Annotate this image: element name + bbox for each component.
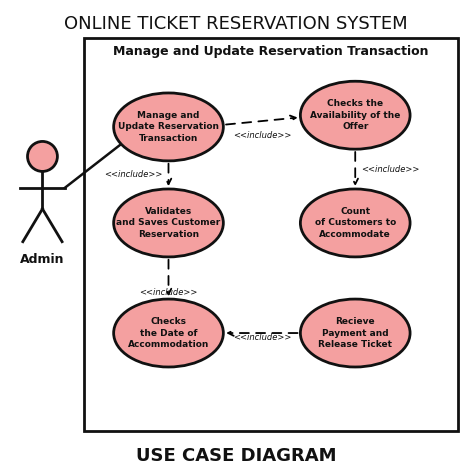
Ellipse shape bbox=[301, 81, 410, 149]
Text: <<include>>: <<include>> bbox=[139, 288, 198, 297]
Text: <<include>>: <<include>> bbox=[361, 164, 419, 173]
Text: Validates
and Saves Customer
Reservation: Validates and Saves Customer Reservation bbox=[117, 207, 220, 239]
Text: Count
of Customers to
Accommodate: Count of Customers to Accommodate bbox=[315, 207, 396, 239]
Text: USE CASE DIAGRAM: USE CASE DIAGRAM bbox=[136, 447, 337, 465]
Text: ONLINE TICKET RESERVATION SYSTEM: ONLINE TICKET RESERVATION SYSTEM bbox=[64, 15, 408, 33]
Text: Manage and Update Reservation Transaction: Manage and Update Reservation Transactio… bbox=[113, 46, 429, 58]
Text: Recieve
Payment and
Release Ticket: Recieve Payment and Release Ticket bbox=[318, 317, 392, 349]
Text: <<include>>: <<include>> bbox=[233, 131, 291, 140]
Text: <<include>>: <<include>> bbox=[104, 171, 163, 180]
Text: Manage and
Update Reservation
Transaction: Manage and Update Reservation Transactio… bbox=[118, 111, 219, 143]
Text: Admin: Admin bbox=[20, 254, 65, 266]
Ellipse shape bbox=[301, 189, 410, 257]
Text: Checks the
Availability of the
Offer: Checks the Availability of the Offer bbox=[310, 99, 401, 131]
FancyBboxPatch shape bbox=[84, 38, 458, 431]
Ellipse shape bbox=[114, 93, 223, 161]
Circle shape bbox=[27, 141, 57, 172]
Text: Checks
the Date of
Accommodation: Checks the Date of Accommodation bbox=[128, 317, 209, 349]
Text: <<include>>: <<include>> bbox=[233, 333, 291, 342]
Ellipse shape bbox=[114, 299, 223, 367]
Ellipse shape bbox=[301, 299, 410, 367]
Ellipse shape bbox=[114, 189, 223, 257]
